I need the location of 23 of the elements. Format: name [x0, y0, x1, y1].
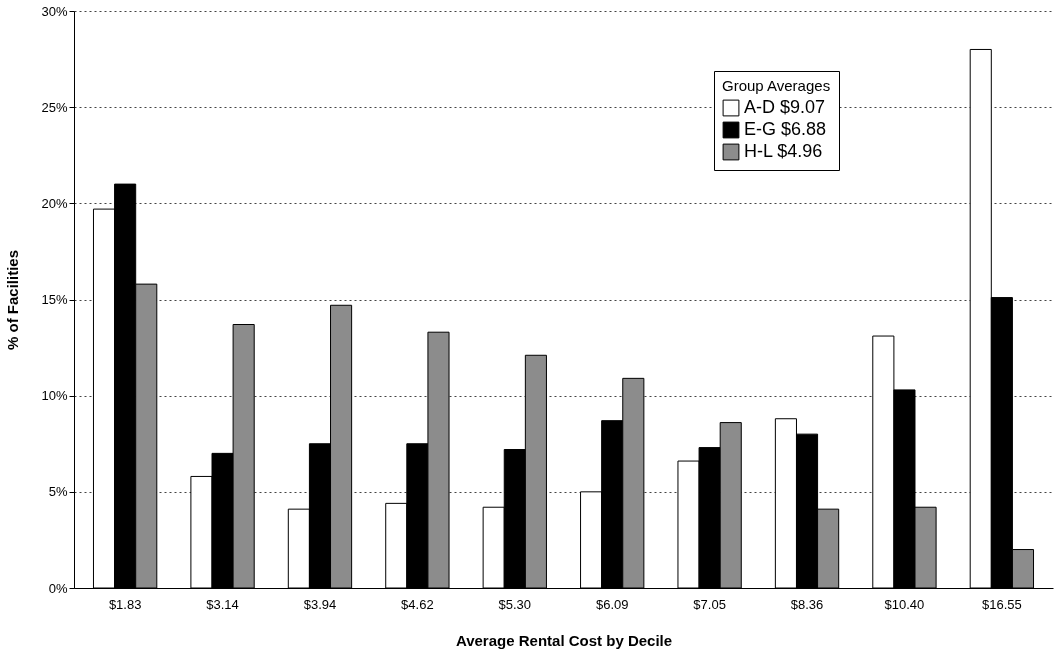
x-tick-label: $6.09	[595, 596, 629, 612]
legend-title: Group Averages	[722, 77, 831, 94]
x-tick-label: $1.83	[108, 596, 142, 612]
legend-label: H-L $4.96	[744, 141, 823, 161]
y-tick-label: 25%	[41, 99, 68, 115]
legend-label: A-D $9.07	[744, 97, 826, 117]
x-tick-label: $8.36	[790, 596, 824, 612]
x-tick-label: $3.94	[303, 596, 337, 612]
x-tick-label: $5.30	[498, 596, 532, 612]
x-axis-title: Average Rental Cost by Decile	[455, 631, 673, 649]
y-axis-title: % of Facilities	[4, 249, 22, 351]
y-tick-label: 30%	[41, 3, 68, 19]
x-tick-label: $7.05	[693, 596, 726, 612]
y-tick-label: 10%	[41, 388, 68, 404]
y-tick-label: 20%	[41, 195, 68, 211]
y-tick-label: 0%	[48, 580, 68, 596]
legend-label: E-G $6.88	[744, 119, 827, 139]
x-tick-label: $16.55	[981, 596, 1022, 612]
x-tick-label: $10.40	[884, 596, 925, 612]
x-tick-label: $3.14	[206, 596, 239, 612]
y-tick-label: 15%	[41, 292, 68, 307]
x-tick-label: $4.62	[401, 596, 434, 612]
y-tick-label: 5%	[48, 484, 68, 500]
